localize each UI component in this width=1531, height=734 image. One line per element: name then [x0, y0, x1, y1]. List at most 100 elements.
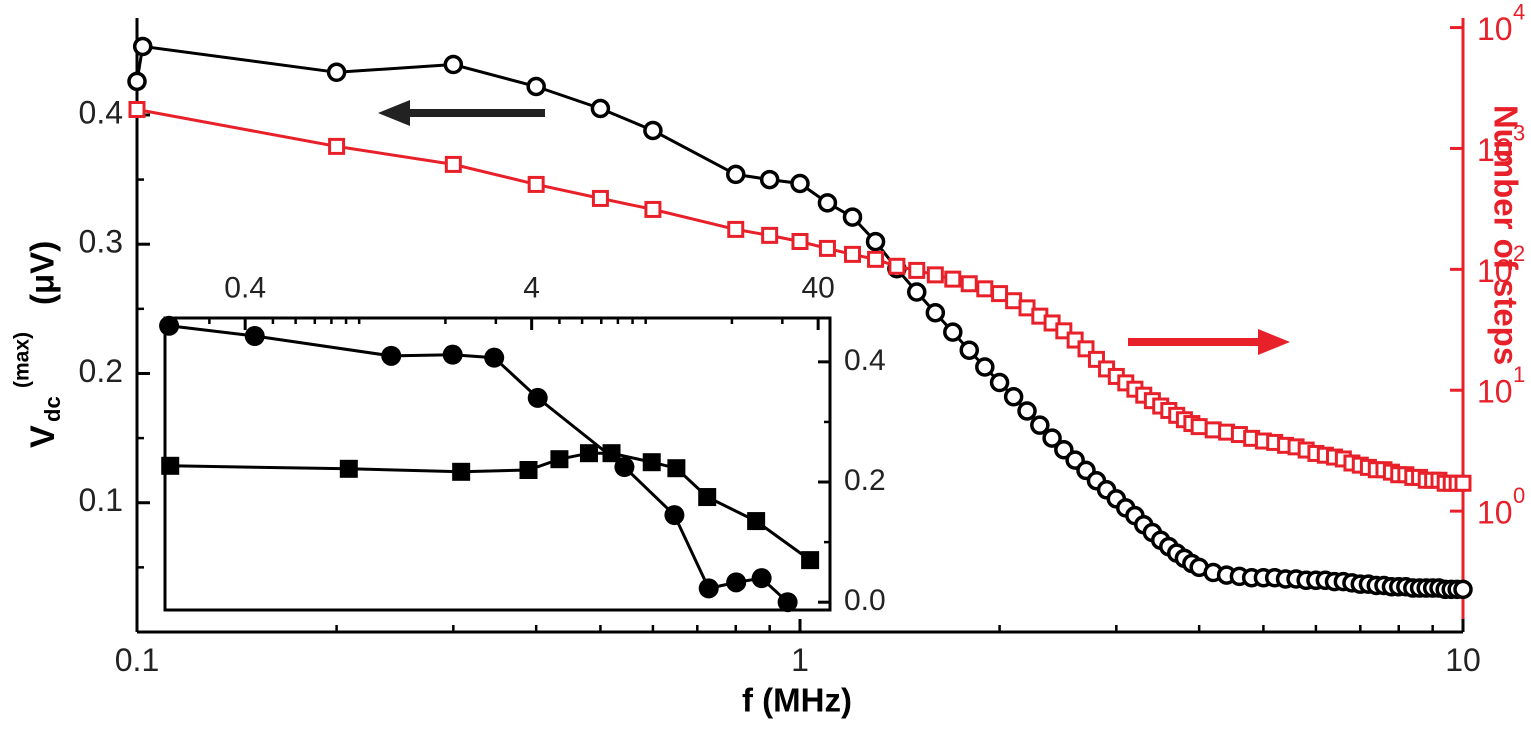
marker: [1190, 418, 1208, 436]
marker: [442, 344, 463, 365]
marker: [698, 488, 717, 507]
y-tick-label: 0.2: [79, 353, 123, 389]
marker: [1003, 386, 1024, 407]
marker: [790, 173, 810, 194]
marker: [818, 239, 836, 257]
marker: [991, 285, 1009, 303]
marker: [602, 444, 621, 463]
marker: [908, 261, 926, 279]
marker: [642, 453, 661, 472]
marker: [976, 280, 994, 298]
marker: [339, 459, 358, 478]
marker: [526, 76, 546, 97]
marker: [519, 461, 538, 480]
marker: [943, 322, 963, 342]
x-tick-label: 1: [791, 642, 809, 678]
y2-tick-exponent: 1: [1513, 362, 1525, 387]
marker: [664, 505, 685, 526]
marker: [644, 200, 662, 218]
marker: [726, 572, 747, 593]
y2-axis-label: Number of steps: [1487, 105, 1524, 365]
marker: [791, 232, 809, 250]
marker: [161, 456, 180, 475]
marker: [865, 231, 886, 252]
x-tick-label: 0.4: [224, 271, 266, 304]
y-label-sup: (max): [11, 332, 34, 388]
x-tick-label: 4: [523, 271, 540, 304]
marker: [579, 444, 598, 463]
marker: [128, 101, 146, 119]
x-axis-label: f (MHz): [742, 682, 852, 719]
marker: [906, 282, 927, 302]
marker: [725, 164, 746, 185]
marker: [751, 568, 772, 589]
marker: [452, 462, 471, 481]
marker: [843, 245, 861, 263]
marker: [484, 347, 505, 368]
marker: [1017, 401, 1037, 421]
marker: [747, 512, 766, 531]
marker: [944, 270, 962, 288]
marker: [326, 62, 347, 83]
y-tick-label: 0.3: [79, 224, 123, 260]
marker: [1042, 428, 1062, 448]
y2-tick-label: 10: [1477, 11, 1513, 47]
y-label-sub: dc: [40, 396, 65, 422]
marker: [127, 71, 147, 92]
marker: [842, 207, 863, 227]
marker: [925, 302, 946, 323]
marker: [960, 275, 978, 293]
y-tick-label: 0.4: [844, 344, 886, 377]
marker: [550, 450, 569, 469]
marker: [159, 315, 180, 336]
marker: [244, 326, 265, 347]
marker: [1030, 415, 1050, 435]
y2-tick-label: 10: [1477, 253, 1513, 289]
marker: [989, 372, 1010, 393]
y-tick-label: 0.4: [79, 94, 123, 130]
marker: [926, 266, 944, 284]
marker: [132, 36, 153, 57]
x-tick-label: 10: [1445, 642, 1481, 678]
marker: [761, 226, 779, 244]
x-tick-label: 0.1: [115, 642, 159, 678]
marker: [591, 189, 609, 207]
y-tick-label: 0.2: [844, 464, 886, 497]
marker: [777, 592, 798, 613]
y-label-main: V: [24, 425, 62, 448]
marker: [759, 169, 780, 190]
marker: [959, 340, 979, 360]
left-arrow: [378, 100, 545, 126]
y-label-unit: (μV): [24, 241, 61, 305]
marker: [443, 54, 464, 75]
y2-tick-label: 10: [1477, 495, 1513, 531]
marker: [527, 175, 545, 193]
y2-tick-exponent: 3: [1513, 120, 1525, 145]
marker: [817, 193, 838, 213]
marker: [328, 137, 346, 155]
marker: [727, 220, 745, 238]
y-tick-label: 0.0: [844, 584, 886, 617]
right-arrow: [1128, 329, 1290, 355]
y2-tick-label: 10: [1477, 132, 1513, 168]
marker: [643, 120, 663, 141]
y2-tick-exponent: 2: [1513, 241, 1525, 266]
marker: [381, 345, 402, 366]
marker: [867, 250, 885, 268]
y-tick-label: 0.1: [79, 482, 123, 518]
y2-tick-exponent: 0: [1513, 483, 1525, 508]
marker: [527, 387, 548, 408]
marker: [1454, 474, 1472, 492]
marker: [667, 459, 686, 478]
marker: [975, 357, 995, 377]
marker: [1453, 579, 1473, 600]
marker: [698, 578, 719, 599]
y2-tick-exponent: 4: [1513, 0, 1525, 24]
marker: [590, 98, 611, 119]
marker: [801, 551, 820, 570]
x-tick-label: 40: [801, 271, 834, 304]
y-axis-label: V dc (max) (μV): [11, 241, 65, 448]
marker: [888, 257, 906, 275]
